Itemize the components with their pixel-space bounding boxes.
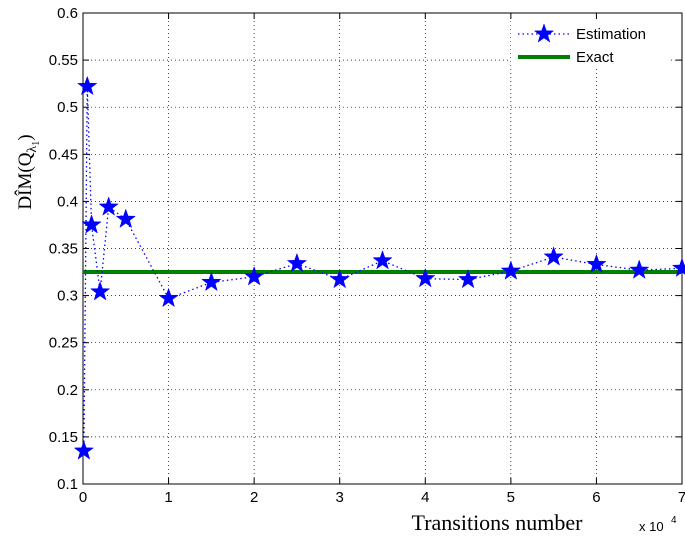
x-tick-label: 5: [507, 489, 515, 506]
estimation-point: [415, 267, 436, 288]
x-tick-label: 0: [79, 489, 87, 506]
y-tick-label: 0.1: [57, 476, 78, 493]
x-tick-label: 7: [678, 489, 685, 506]
estimation-point: [329, 268, 350, 289]
y-axis-title-close: ): [15, 134, 36, 140]
y-axis-title-sub: λ: [25, 146, 40, 153]
estimation-point: [115, 208, 137, 229]
x-tick-label: 1: [164, 489, 172, 506]
y-tick-label: 0.25: [49, 335, 78, 352]
legend-estimation-marker: [533, 23, 555, 43]
estimation-point: [77, 75, 98, 96]
estimation-point: [671, 257, 685, 277]
y-tick-label: 0.15: [49, 429, 78, 446]
estimation-point: [500, 260, 522, 280]
plot-frame: [82, 12, 683, 485]
y-tick-label: 0.2: [57, 382, 78, 399]
legend: Estimation Exact: [511, 19, 671, 69]
estimation-point: [201, 271, 222, 292]
series-layer: [73, 75, 685, 460]
legend-exact-label: Exact: [576, 49, 614, 66]
estimation-point: [586, 253, 607, 274]
y-tick-label: 0.45: [49, 146, 78, 163]
y-tick-label: 0.6: [57, 5, 78, 22]
estimation-point: [372, 249, 393, 270]
estimation-point: [81, 214, 102, 234]
estimation-point: [73, 440, 95, 460]
estimation-point: [543, 246, 564, 266]
y-tick-label: 0.35: [49, 241, 78, 258]
x-multiplier-exponent: 4: [671, 515, 677, 526]
legend-estimation-label: Estimation: [576, 26, 646, 43]
y-tick-label: 0.3: [57, 288, 78, 305]
x-tick-label: 2: [250, 489, 258, 506]
y-tick-label: 0.5: [57, 99, 78, 116]
estimation-point: [98, 196, 119, 216]
x-tick-label: 6: [592, 489, 600, 506]
y-axis-title: DÎM(Qλ1): [14, 134, 42, 209]
y-axis-title-subsub: 1: [31, 141, 42, 146]
svg-text:DÎM(Qλ1): DÎM(Qλ1): [14, 134, 42, 209]
x-tick-label: 4: [421, 489, 429, 506]
x-multiplier-label: x 10: [639, 519, 664, 534]
estimation-point: [243, 265, 265, 286]
axes-ticks: 0 1 2 3 4 5 6 7 0.1 0.15 0.2 0.25 0.3 0.35 0.4 0.45 0.5 0…: [49, 5, 685, 506]
estimation-point: [628, 259, 650, 279]
y-tick-label: 0.4: [57, 193, 78, 210]
x-axis-title: Transitions number: [412, 510, 584, 535]
x-tick-label: 3: [336, 489, 344, 506]
estimation-point: [89, 281, 111, 301]
legend-box: [511, 19, 671, 69]
estimation-point: [286, 252, 308, 273]
grid: [83, 13, 682, 484]
estimation-point: [457, 268, 479, 289]
y-axis-title-main: DÎM(Q: [14, 152, 36, 209]
y-tick-label: 0.55: [49, 52, 78, 69]
estimation-point: [158, 287, 179, 308]
